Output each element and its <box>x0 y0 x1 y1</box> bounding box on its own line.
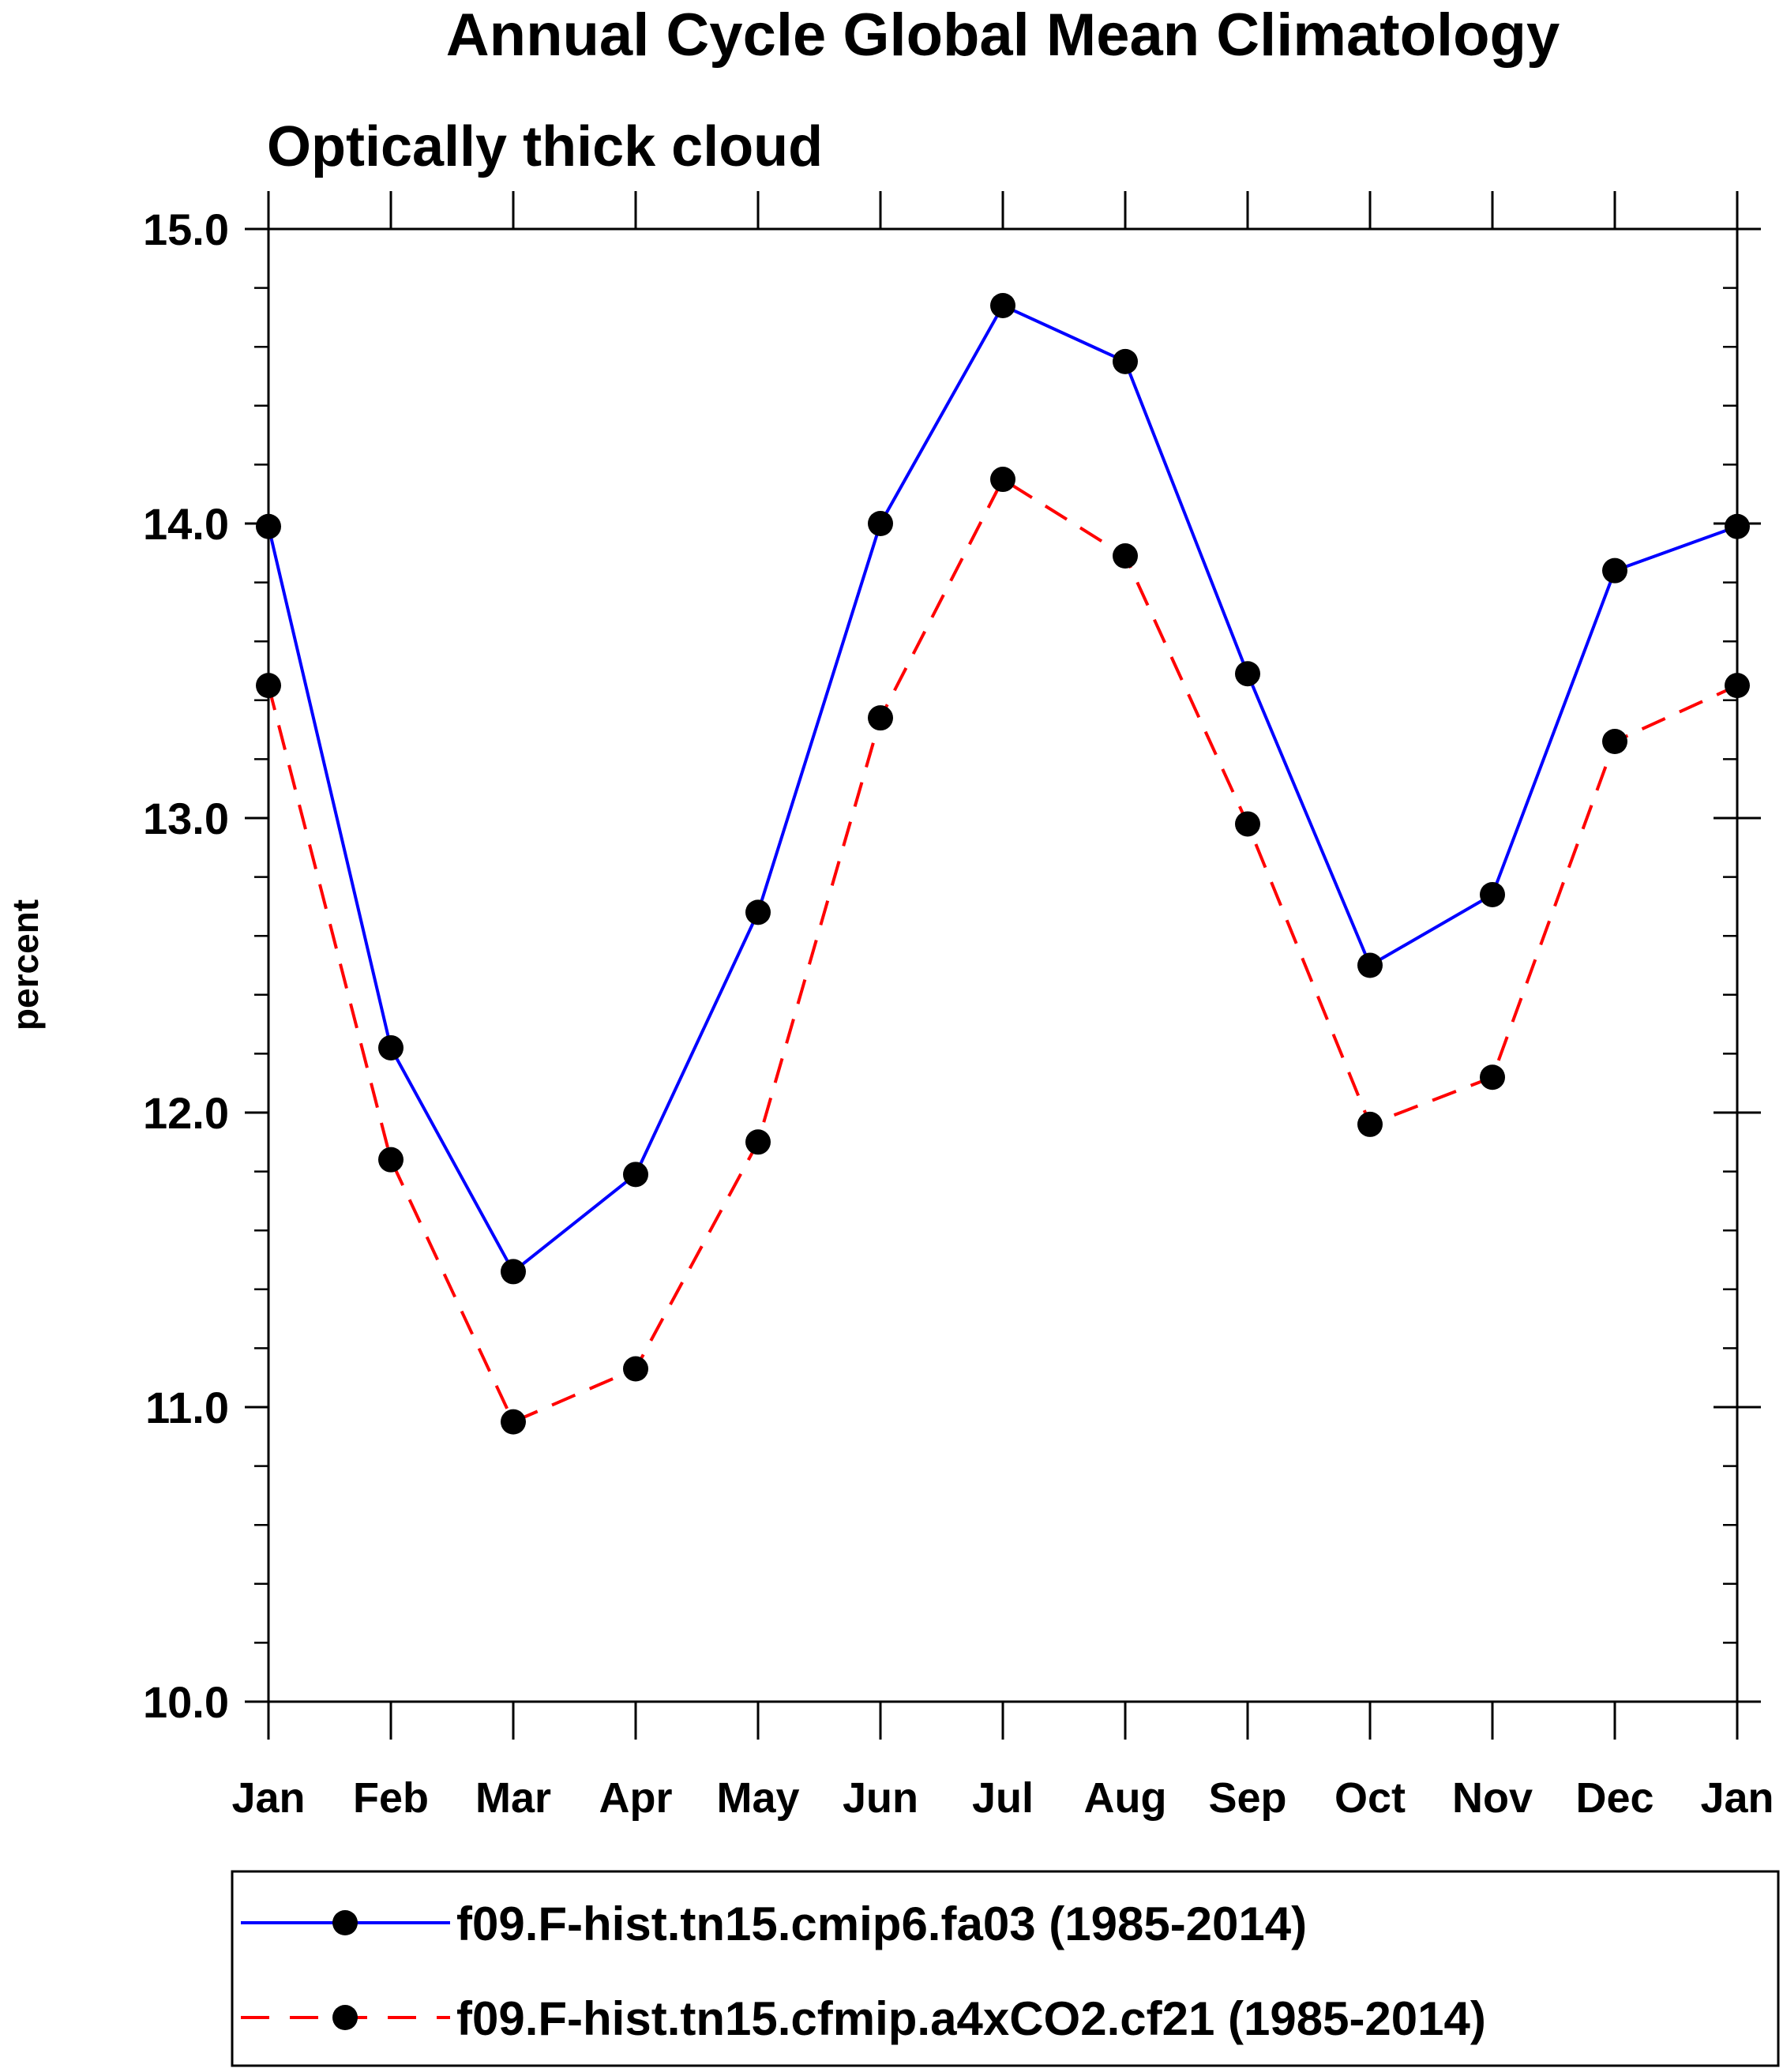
x-tick-label: Feb <box>353 1774 429 1822</box>
x-tick-label: Dec <box>1575 1774 1653 1822</box>
data-point <box>1725 513 1750 539</box>
x-tick-label: Mar <box>475 1774 551 1822</box>
y-tick-label: 14.0 <box>143 499 229 549</box>
plot-frame <box>267 227 1739 1703</box>
data-point <box>990 292 1015 318</box>
legend: f09.F-hist.tn15.cmip6.fa03 (1985-2014) f0… <box>231 1870 1780 2067</box>
x-tick-label: Nov <box>1452 1774 1533 1822</box>
series-2 <box>256 467 1750 1435</box>
data-point <box>868 511 893 536</box>
data-point <box>745 1129 771 1155</box>
data-point <box>1235 811 1260 837</box>
chart-subtitle: Optically thick cloud <box>267 115 823 178</box>
legend-marker <box>332 2005 358 2030</box>
series-line <box>267 303 1738 1274</box>
data-point <box>1725 673 1750 699</box>
series-line <box>267 478 1738 1424</box>
legend-label: f09.F-hist.tn15.cmip6.fa03 (1985-2014) <box>456 1897 1307 1950</box>
data-point <box>1357 952 1383 978</box>
data-point <box>256 513 281 539</box>
data-point <box>1235 661 1260 687</box>
data-point <box>623 1356 648 1382</box>
data-point <box>1113 348 1138 374</box>
data-point <box>1357 1111 1383 1137</box>
series-1 <box>256 292 1750 1285</box>
x-tick-label: Aug <box>1084 1774 1167 1822</box>
legend-label: f09.F-hist.tn15.cfmip.a4xCO2.cf21 (1985-… <box>456 1992 1486 2045</box>
y-tick-label: 13.0 <box>143 794 229 843</box>
x-tick-label: May <box>716 1774 799 1822</box>
legend-marker <box>332 1910 358 1935</box>
y-tick-label: 12.0 <box>143 1088 229 1138</box>
x-tick-label: Jan <box>1700 1774 1774 1822</box>
data-point <box>501 1409 526 1435</box>
data-point <box>501 1259 526 1285</box>
data-point <box>256 673 281 699</box>
data-point <box>623 1162 648 1188</box>
x-tick-label: Jun <box>843 1774 918 1822</box>
data-point <box>378 1034 404 1060</box>
data-point <box>1480 881 1505 907</box>
x-tick-label: Jan <box>231 1774 305 1822</box>
x-tick-label: Sep <box>1208 1774 1286 1822</box>
x-tick-label: Oct <box>1334 1774 1406 1822</box>
y-axis-label: percent <box>5 899 46 1030</box>
data-point <box>745 899 771 925</box>
data-point <box>990 467 1015 493</box>
axes: 10.0 11.0 12.0 13.0 14.0 15.0 Jan Feb Mar Apr May J… <box>143 191 1774 1822</box>
legend-box <box>231 1870 1780 2067</box>
series-layer <box>256 292 1750 1435</box>
data-point <box>1480 1064 1505 1090</box>
legend-entry-1: f09.F-hist.tn15.cmip6.fa03 (1985-2014) <box>241 1897 1307 1950</box>
data-point <box>378 1147 404 1173</box>
legend-entry-2: f09.F-hist.tn15.cfmip.a4xCO2.cf21 (1985-… <box>241 1992 1486 2045</box>
data-point <box>868 705 893 731</box>
data-point <box>1113 543 1138 569</box>
y-tick-label: 11.0 <box>145 1383 229 1432</box>
data-point <box>1602 729 1627 755</box>
data-point <box>1602 557 1627 584</box>
y-tick-label: 15.0 <box>143 205 229 254</box>
x-tick-label: Jul <box>972 1774 1034 1822</box>
chart-title: Annual Cycle Global Mean Climatology <box>446 2 1560 69</box>
y-tick-label: 10.0 <box>143 1677 229 1727</box>
x-tick-label: Apr <box>599 1774 673 1822</box>
